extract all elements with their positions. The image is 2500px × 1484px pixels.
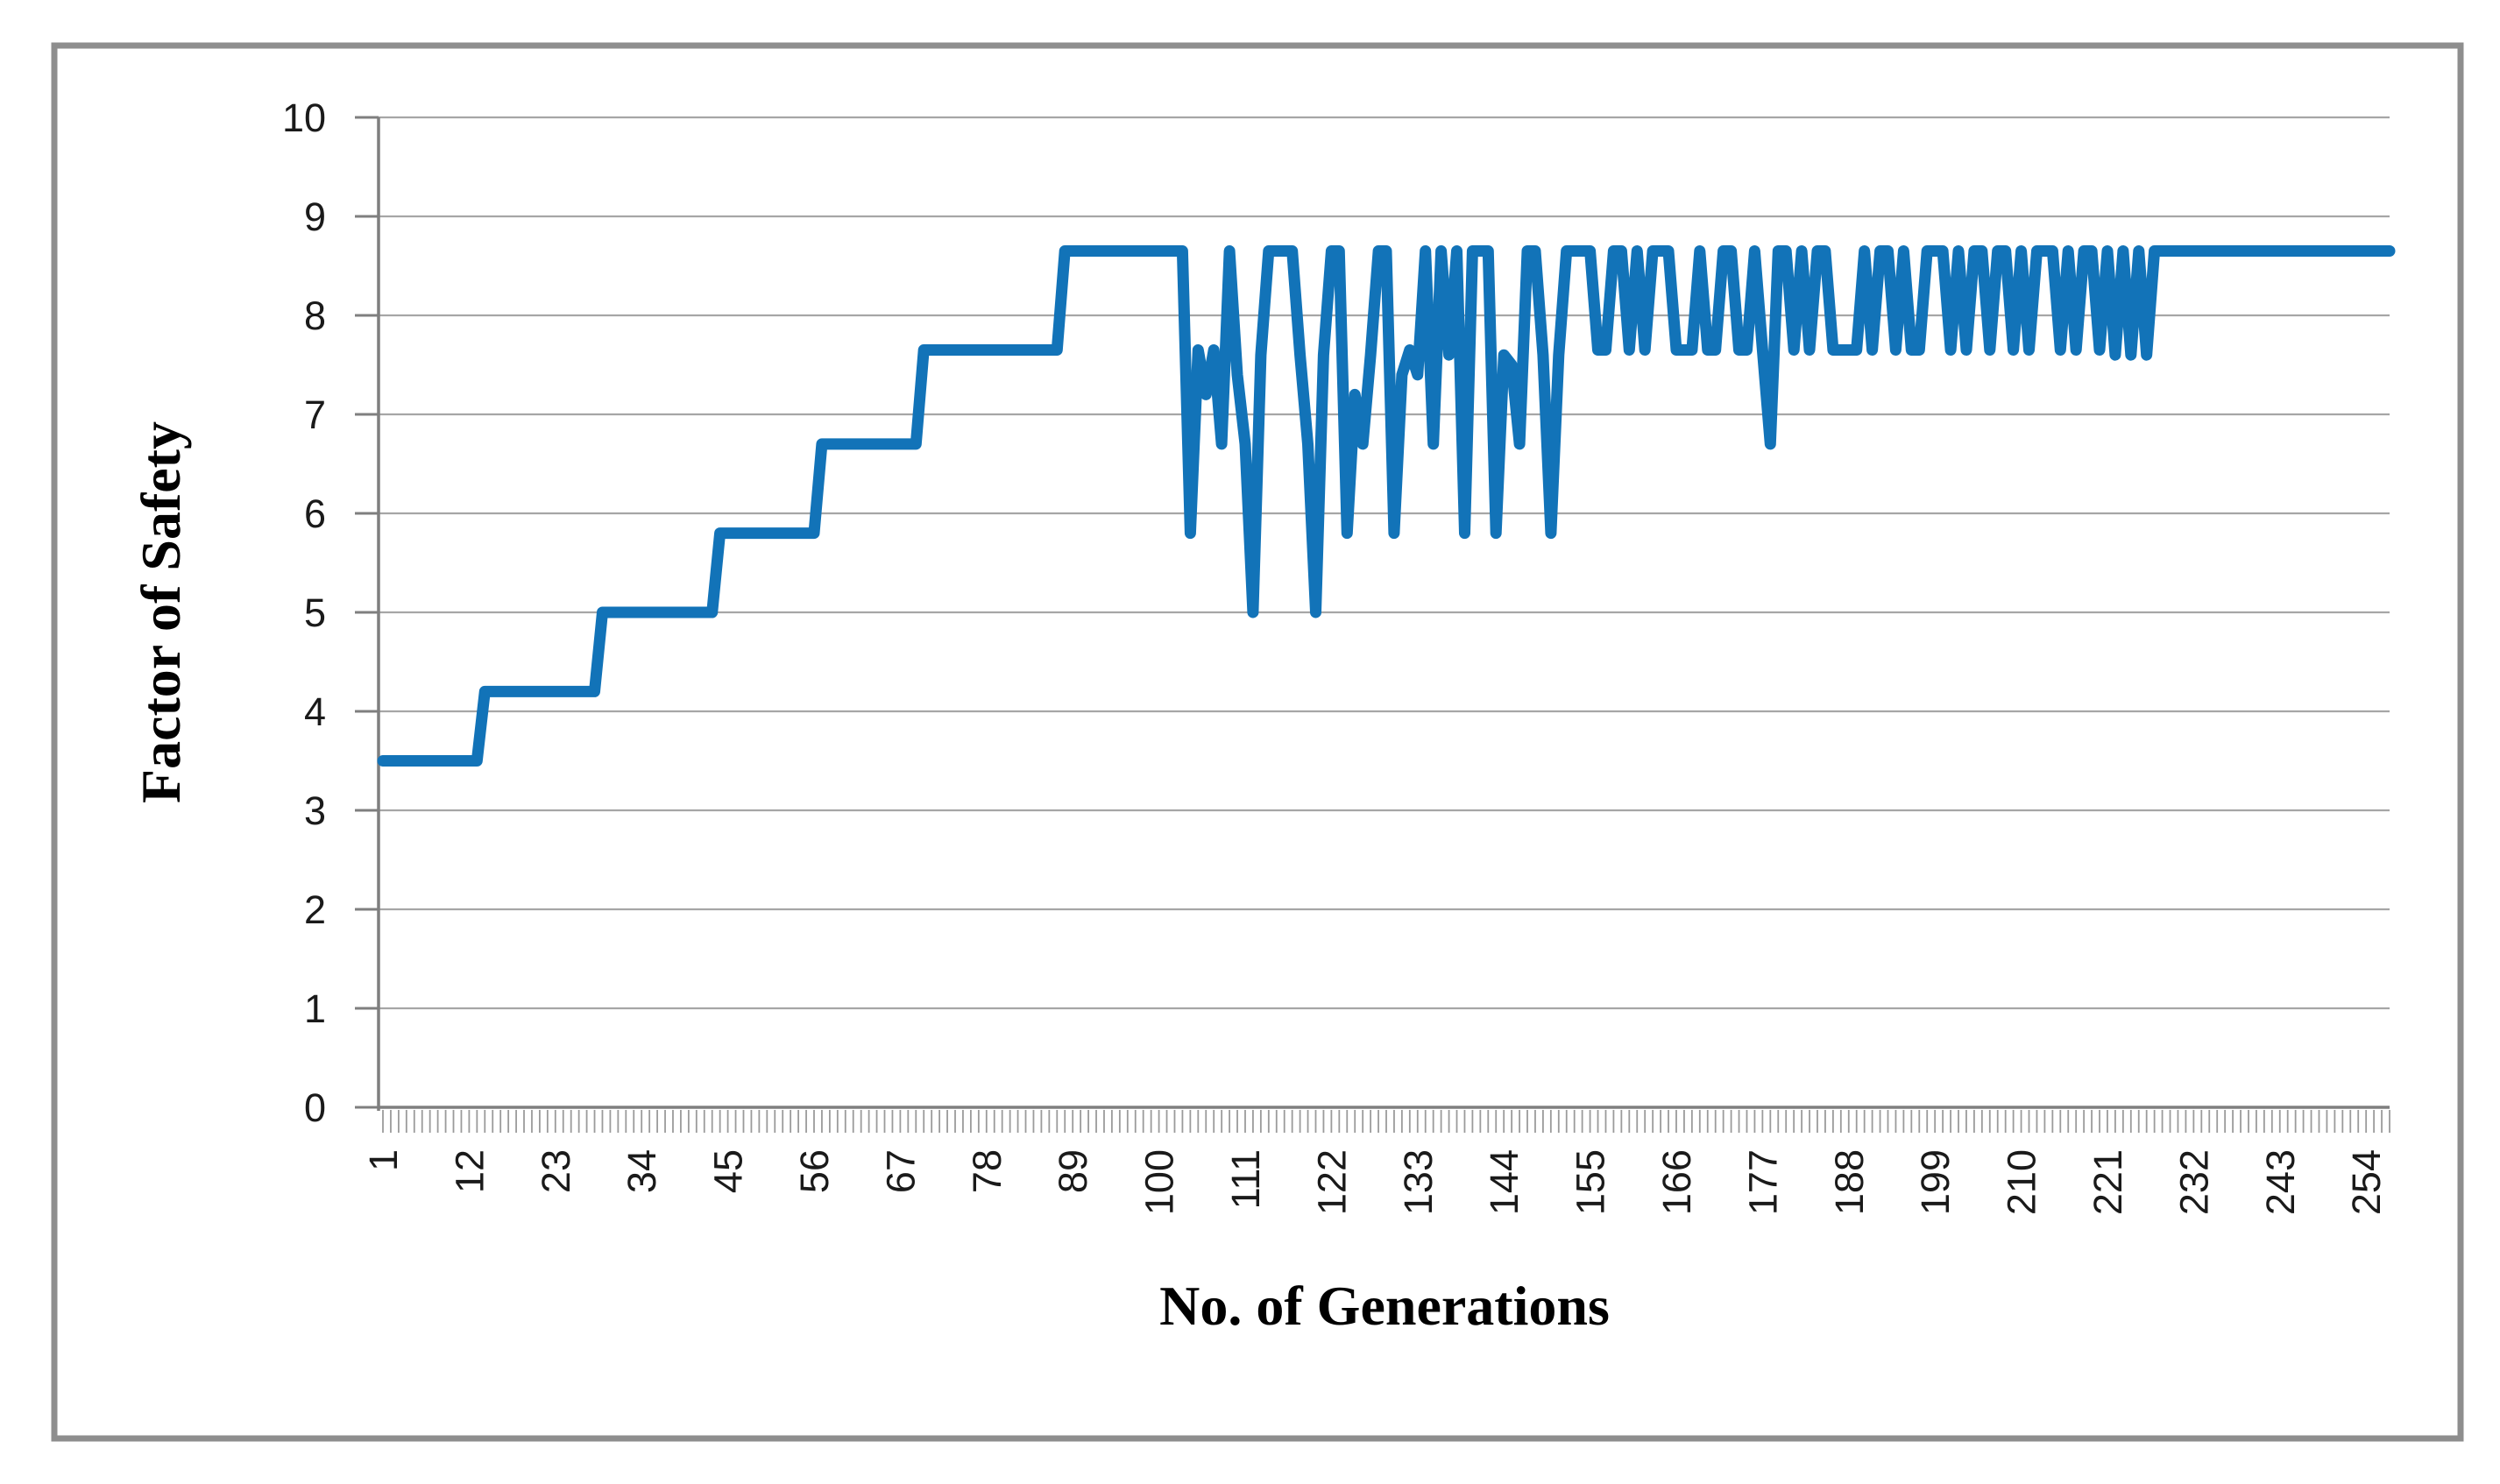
y-axis-title: Factor of Safety <box>130 421 192 803</box>
x-tick-label: 232 <box>2171 1149 2216 1215</box>
y-tick-label: 0 <box>304 1085 326 1130</box>
y-tick-label: 1 <box>304 986 326 1031</box>
x-tick-label: 177 <box>1740 1149 1785 1215</box>
y-tick-label: 7 <box>304 392 326 437</box>
x-tick-label: 111 <box>1223 1149 1268 1209</box>
x-minor-ticks <box>382 1110 2390 1133</box>
x-tick-label: 254 <box>2344 1149 2389 1215</box>
x-tick-label: 166 <box>1654 1149 1699 1215</box>
y-tick-label: 2 <box>304 887 326 932</box>
x-axis-title: No. of Generations <box>1159 1275 1610 1337</box>
x-tick-label: 100 <box>1137 1149 1182 1215</box>
x-tick-label: 67 <box>878 1149 923 1193</box>
y-tick-label: 3 <box>304 788 326 833</box>
x-tick-label: 56 <box>792 1149 837 1193</box>
x-tick-label: 188 <box>1827 1149 1872 1215</box>
factor-of-safety-line <box>377 245 2396 767</box>
x-tick-label: 144 <box>1482 1149 1526 1215</box>
x-tick-label: 89 <box>1051 1149 1095 1193</box>
x-tick-labels: 1 12 23 34 45 56 67 78 89 100 111 122 133 144 155 166 17… <box>361 1149 2389 1215</box>
data-series-line <box>377 245 2396 767</box>
x-tick-label: 78 <box>965 1149 1009 1193</box>
x-tick-label: 23 <box>534 1149 578 1193</box>
x-tick-label: 12 <box>447 1149 492 1193</box>
x-tick-label: 1 <box>361 1149 406 1171</box>
y-tick-label: 8 <box>304 293 326 338</box>
y-tick-label: 9 <box>304 194 326 239</box>
x-tick-label: 45 <box>706 1149 751 1193</box>
figure-border <box>51 42 2464 1442</box>
x-tick-label: 221 <box>2086 1149 2130 1215</box>
y-tick-label: 5 <box>304 590 326 635</box>
x-tick-label: 133 <box>1396 1149 1441 1215</box>
y-tick-label: 6 <box>304 491 326 536</box>
y-tick-labels: 0 1 2 3 4 5 6 7 8 9 10 <box>282 95 326 1130</box>
x-tick-label: 155 <box>1569 1149 1613 1215</box>
axes <box>355 116 2390 1111</box>
y-tick-label: 10 <box>282 95 326 140</box>
x-tick-label: 199 <box>1913 1149 1958 1215</box>
x-tick-label: 34 <box>620 1149 664 1193</box>
x-tick-label: 210 <box>2000 1149 2044 1215</box>
y-tick-label: 4 <box>304 689 326 734</box>
x-tick-label: 243 <box>2258 1149 2303 1215</box>
x-tick-label: 122 <box>1309 1149 1354 1215</box>
